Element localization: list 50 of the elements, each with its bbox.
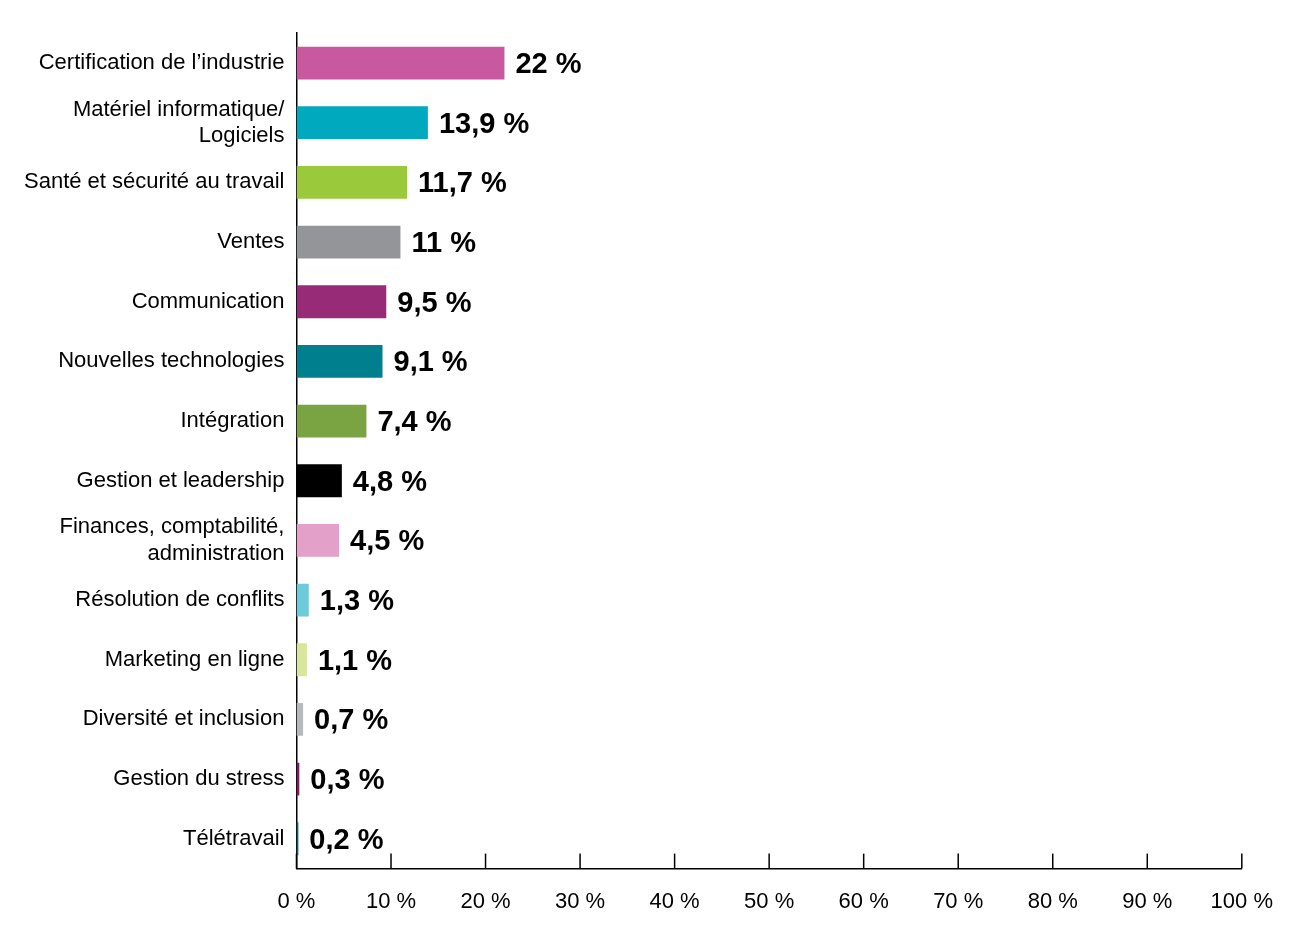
- bar: [296, 703, 304, 736]
- x-tick-label: 0 %: [277, 887, 316, 913]
- y-tick-label: Communication: [131, 287, 285, 313]
- bar: [296, 225, 401, 259]
- data-label: 11,7 %: [418, 166, 507, 199]
- y-tick-label: Nouvelles technologies: [58, 347, 285, 373]
- bar: [296, 106, 428, 140]
- bar: [296, 643, 307, 677]
- data-label: 4,8 %: [352, 464, 428, 497]
- y-tick-label: Matériel informatique/ Logiciels: [72, 95, 286, 147]
- y-tick-label: Résolution de conflits: [75, 586, 285, 612]
- x-tick-label: 60 %: [838, 887, 889, 913]
- y-tick-label: Gestion et leadership: [76, 466, 285, 492]
- bar: [296, 524, 340, 557]
- bar: [296, 165, 408, 199]
- data-label: 0,3 %: [310, 763, 385, 796]
- x-tick-label: 10 %: [365, 887, 417, 913]
- x-tick-label: 100 %: [1210, 887, 1274, 913]
- bar: [296, 285, 387, 319]
- data-label: 1,3 %: [319, 584, 395, 617]
- bar: [296, 46, 505, 80]
- y-tick-label: Marketing en ligne: [104, 645, 285, 671]
- x-tick-label: 70 %: [933, 887, 984, 913]
- data-label: 1,1 %: [317, 643, 393, 676]
- bar: [296, 404, 367, 438]
- y-tick-label: Certification de l’industrie: [38, 49, 285, 75]
- y-tick-label: Diversité et inclusion: [82, 705, 285, 731]
- data-label: 22 %: [515, 47, 582, 80]
- y-tick-label: Télétravail: [182, 824, 285, 850]
- data-label: 9,5 %: [397, 285, 472, 318]
- bar: [296, 344, 383, 378]
- y-tick-label: Intégration: [180, 407, 285, 433]
- y-tick-label: Finances, comptabilité, administration: [59, 513, 285, 565]
- y-tick-label: Santé et sécurité au travail: [23, 168, 285, 194]
- data-label: 7,4 %: [377, 405, 452, 438]
- y-tick-label: Ventes: [217, 228, 285, 254]
- data-label: 4,5 %: [350, 524, 425, 557]
- bar: [296, 583, 309, 617]
- x-tick-label: 20 %: [460, 887, 511, 913]
- data-label: 13,9 %: [438, 106, 530, 139]
- x-tick-label: 90 %: [1122, 887, 1173, 913]
- x-tick-label: 80 %: [1027, 887, 1078, 913]
- x-tick-label: 30 %: [555, 887, 606, 913]
- y-tick-label: Gestion du stress: [113, 765, 285, 791]
- data-label: 0,2 %: [309, 822, 384, 855]
- data-label: 9,1 %: [393, 345, 468, 378]
- data-label: 11 %: [411, 226, 477, 259]
- x-tick-label: 40 %: [649, 887, 700, 913]
- x-tick-label: 50 %: [744, 887, 795, 913]
- data-label: 0,7 %: [314, 703, 389, 736]
